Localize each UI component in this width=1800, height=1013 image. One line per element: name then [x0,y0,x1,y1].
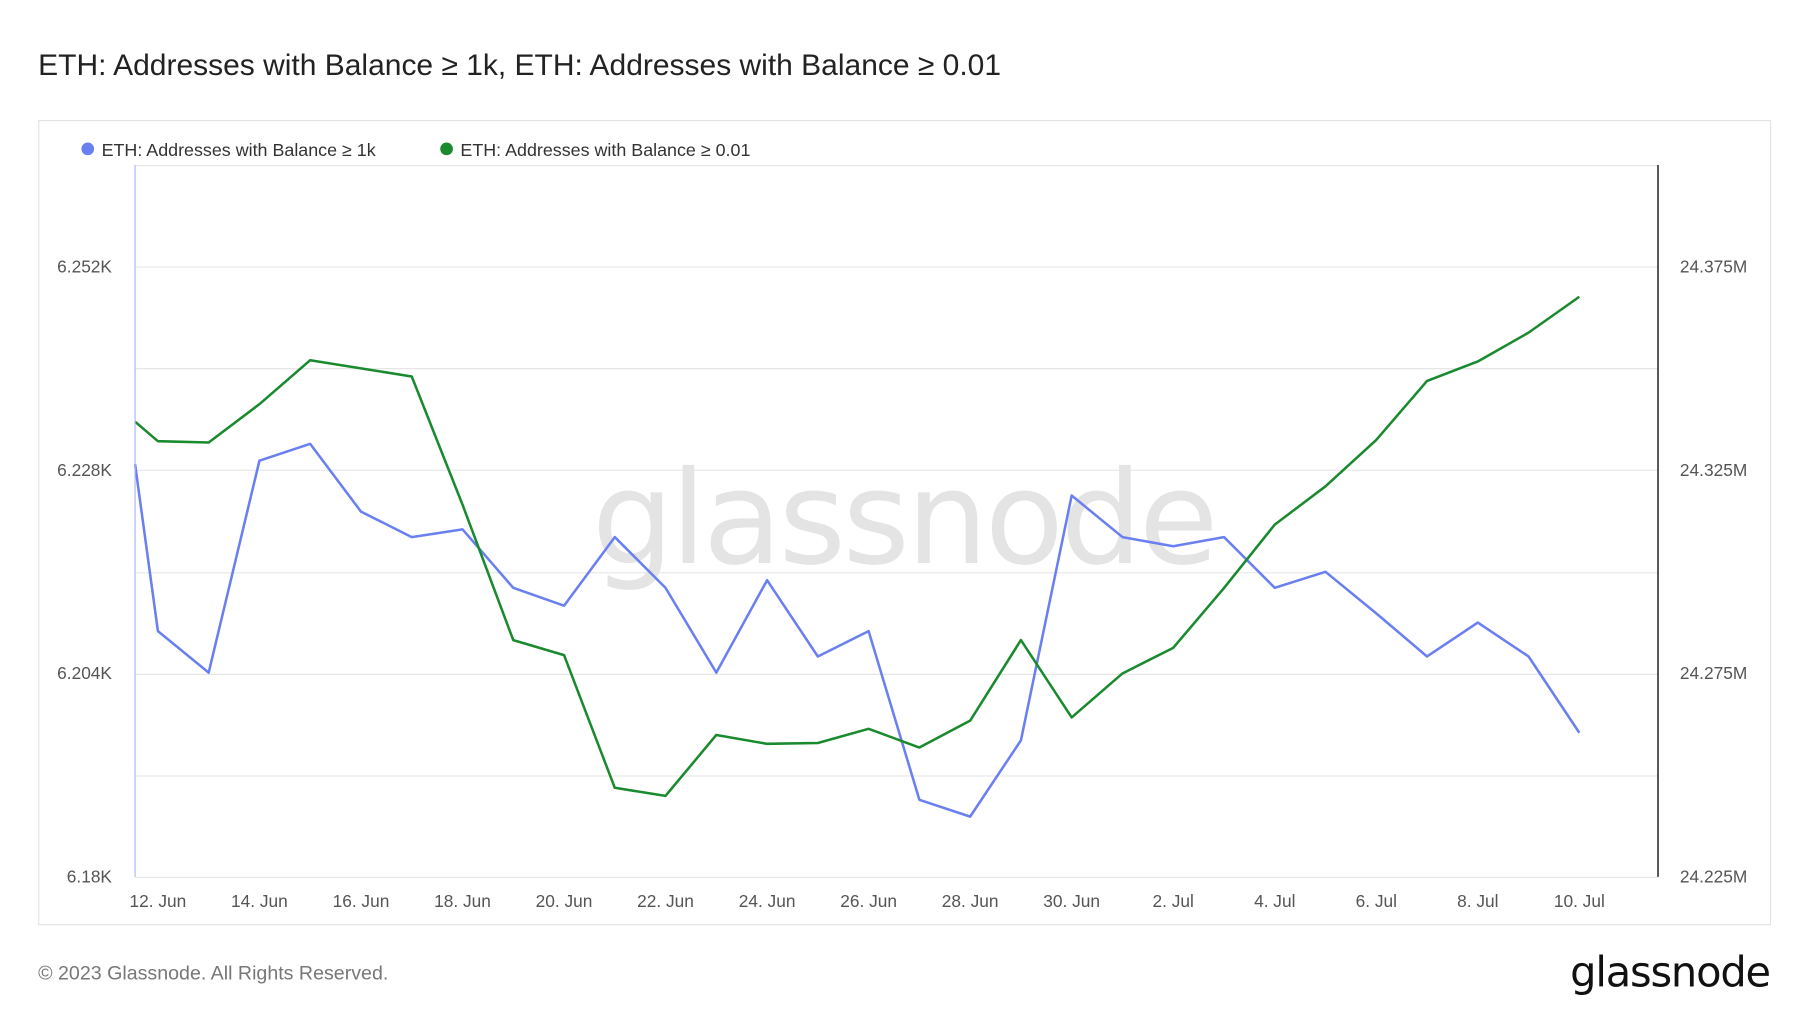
x-tick-label: 4. Jul [1254,891,1295,911]
x-tick-label: 28. Jun [942,891,999,911]
x-tick-label: 8. Jul [1457,891,1498,911]
y-axis-right-ticks: 24.225M 24.275M 24.325M 24.375M [1680,256,1747,886]
x-tick-label: 12. Jun [130,891,187,911]
y-right-tick-label: 24.325M [1680,460,1747,480]
x-tick-label: 24. Jun [739,891,796,911]
x-tick-label: 30. Jun [1043,891,1100,911]
chart-title: ETH: Addresses with Balance ≥ 1k, ETH: A… [38,49,1001,82]
y-right-tick-label: 24.275M [1680,663,1747,683]
legend-marker-1k [81,142,95,156]
legend: ETH: Addresses with Balance ≥ 1k ETH: Ad… [81,140,750,160]
y-left-tick-label: 6.204K [57,663,112,683]
x-tick-label: 2. Jul [1153,891,1194,911]
legend-item-001[interactable]: ETH: Addresses with Balance ≥ 0.01 [440,140,750,160]
series-line-balance-0-01 [134,295,1581,798]
watermark: glassnode [592,444,1215,594]
y-axis-left-ticks: 6.18K 6.204K 6.228K 6.252K [57,256,112,886]
x-tick-label: 16. Jun [333,891,390,911]
x-tick-label: 22. Jun [637,891,694,911]
y-left-tick-label: 6.228K [57,460,112,480]
y-left-tick-label: 6.252K [57,256,112,276]
legend-marker-001 [440,142,453,156]
y-right-tick-label: 24.225M [1680,867,1747,887]
x-tick-label: 14. Jun [231,891,288,911]
copyright-footer: © 2023 Glassnode. All Rights Reserved. [38,963,388,985]
x-tick-label: 18. Jun [434,891,491,911]
x-axis-ticks: 12. Jun 14. Jun 16. Jun 18. Jun 20. Jun 22. J… [130,891,1605,911]
x-tick-label: 10. Jul [1554,891,1605,911]
chart-frame [38,119,1772,926]
series-line-balance-1k [133,442,1581,818]
glassnode-logo[interactable]: glassnode [1570,947,1771,996]
series-lines [133,295,1581,818]
legend-label-001: ETH: Addresses with Balance ≥ 0.01 [460,140,750,160]
gridlines [135,164,1659,879]
y-left-tick-label: 6.18K [67,867,113,887]
y-right-tick-label: 24.375M [1680,256,1747,276]
legend-item-1k[interactable]: ETH: Addresses with Balance ≥ 1k [81,140,376,160]
x-tick-label: 20. Jun [536,891,593,911]
x-tick-label: 6. Jul [1356,891,1397,911]
legend-label-1k: ETH: Addresses with Balance ≥ 1k [102,140,376,160]
x-tick-label: 26. Jun [840,891,897,911]
